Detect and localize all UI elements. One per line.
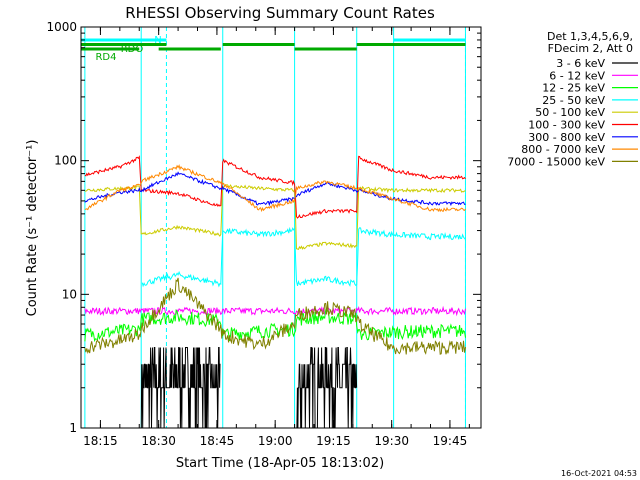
legend-entry-label: 6 - 12 keV [549, 69, 605, 82]
series-line [84, 171, 466, 207]
legend-entry-label: 300 - 800 keV [528, 131, 605, 144]
series-line [84, 308, 466, 343]
y-tick-label: 1 [69, 421, 77, 435]
series-line [141, 226, 466, 288]
y-axis-label: Count Rate (s⁻¹ detector⁻¹) [25, 140, 40, 317]
series-300-800-kev [84, 171, 466, 207]
flag-label-rd4: RD4 [95, 52, 116, 63]
y-tick-label: 10 [62, 287, 77, 301]
series-line [84, 155, 466, 219]
plot-area [84, 27, 466, 429]
flag-label-n: N [154, 35, 161, 46]
x-tick-label: 18:45 [200, 434, 235, 448]
legend: Det 1,3,4,5,6,9,FDecim 2, Att 0 3 - 6 keV… [507, 30, 638, 168]
x-tick-label: 19:30 [374, 434, 409, 448]
legend-entry-label: 800 - 7000 keV [521, 143, 605, 156]
chart-title: RHESSI Observing Summary Count Rates [125, 4, 435, 22]
x-tick-label: 18:30 [141, 434, 176, 448]
y-tick-label: 1000 [46, 20, 77, 34]
series-7000-15000-kev [84, 277, 466, 355]
series-line [84, 277, 466, 355]
flag-label-rdo: RDO [121, 44, 144, 55]
x-tick-label: 18:15 [83, 434, 118, 448]
legend-header: FDecim 2, Att 0 [548, 42, 633, 55]
series-800-7000-kev [84, 164, 466, 213]
series-line [84, 305, 466, 317]
series-line [84, 184, 466, 251]
series-6-12-kev [84, 305, 466, 317]
x-tick-label: 19:45 [433, 434, 468, 448]
legend-entry-label: 100 - 300 keV [528, 119, 605, 132]
legend-entry-label: 3 - 6 keV [556, 57, 605, 70]
x-tick-label: 19:00 [258, 434, 293, 448]
flag-bars: N RDO RD4 [81, 35, 466, 63]
x-tick-label: 19:15 [316, 434, 351, 448]
series-12-25-kev [84, 308, 466, 343]
legend-entry-label: 50 - 100 keV [535, 106, 605, 119]
series-100-300-kev [84, 155, 466, 219]
axes: 1 10 100 1000 18:15 18:30 18:45 19:00 19:15 19:30… [46, 20, 482, 448]
legend-entry-label: 25 - 50 keV [542, 94, 605, 107]
x-axis-label: Start Time (18-Apr-05 18:13:02) [176, 456, 384, 471]
legend-entry-label: 7000 - 15000 keV [507, 155, 605, 168]
legend-entry-label: 12 - 25 keV [542, 82, 605, 95]
timestamp: 16-Oct-2021 04:53 [561, 469, 637, 478]
legend-header: Det 1,3,4,5,6,9, [547, 30, 633, 43]
series-3-6-kev [140, 347, 358, 429]
series-line [84, 164, 466, 213]
series-line [140, 347, 358, 429]
series-50-100-kev [84, 184, 466, 251]
y-tick-label: 100 [54, 154, 77, 168]
series-25-50-kev [141, 226, 466, 288]
plot-frame [80, 26, 482, 429]
